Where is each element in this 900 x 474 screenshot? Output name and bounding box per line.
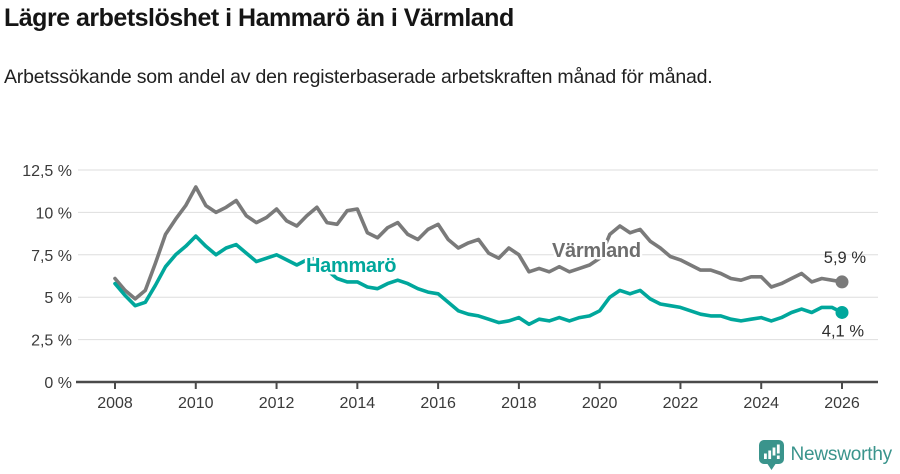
y-tick-label: 7,5 % [31, 248, 72, 265]
y-axis-labels: 0 % 2,5 % 5 % 7,5 % 10 % 12,5 % [22, 163, 72, 392]
end-value-labels: 5,9 % 4,1 % [822, 249, 867, 341]
x-tick-label: 2024 [743, 395, 779, 412]
x-tick-label: 2016 [420, 395, 456, 412]
series-line-hammaro [113, 234, 844, 327]
series-label-varmland: Värmland [552, 240, 641, 262]
y-tick-label: 2,5 % [31, 333, 72, 350]
series-labels: Värmland Hammarö [304, 238, 644, 280]
end-value-label-hammaro: 4,1 % [822, 322, 865, 340]
x-tick-label: 2022 [663, 395, 699, 412]
end-value-label-varmland: 5,9 % [824, 249, 867, 267]
series-end-dot-hammaro [835, 305, 849, 319]
y-tick-label: 5 % [44, 290, 72, 307]
y-tick-label: 10 % [36, 205, 72, 222]
x-tick-label: 2026 [824, 395, 860, 412]
chart-subtitle: Arbetssökande som andel av den registerb… [4, 66, 713, 88]
x-axis: 2008 2010 2012 2014 2016 2018 2020 2022 2024 2026 [76, 380, 878, 412]
x-tick-label: 2010 [178, 395, 214, 412]
y-tick-label: 0 % [44, 375, 72, 392]
x-tick-label: 2020 [582, 395, 618, 412]
x-tick-label: 2008 [97, 395, 133, 412]
y-tick-label: 12,5 % [22, 163, 72, 180]
gridlines [78, 169, 878, 341]
x-tick-label: 2018 [501, 395, 537, 412]
x-tick-label: 2014 [340, 395, 376, 412]
chart-title: Lägre arbetslöshet i Hammarö än i Värmla… [4, 4, 514, 32]
x-tick-label: 2012 [259, 395, 295, 412]
newsworthy-logo: Newsworthy [758, 440, 893, 470]
series-label-hammaro: Hammarö [306, 255, 396, 277]
newsworthy-bubble-icon [758, 440, 784, 470]
brand-name: Newsworthy [790, 444, 893, 465]
series-line-varmland [113, 185, 844, 301]
series-end-dot-varmland [835, 275, 849, 289]
series-lines [113, 185, 849, 327]
